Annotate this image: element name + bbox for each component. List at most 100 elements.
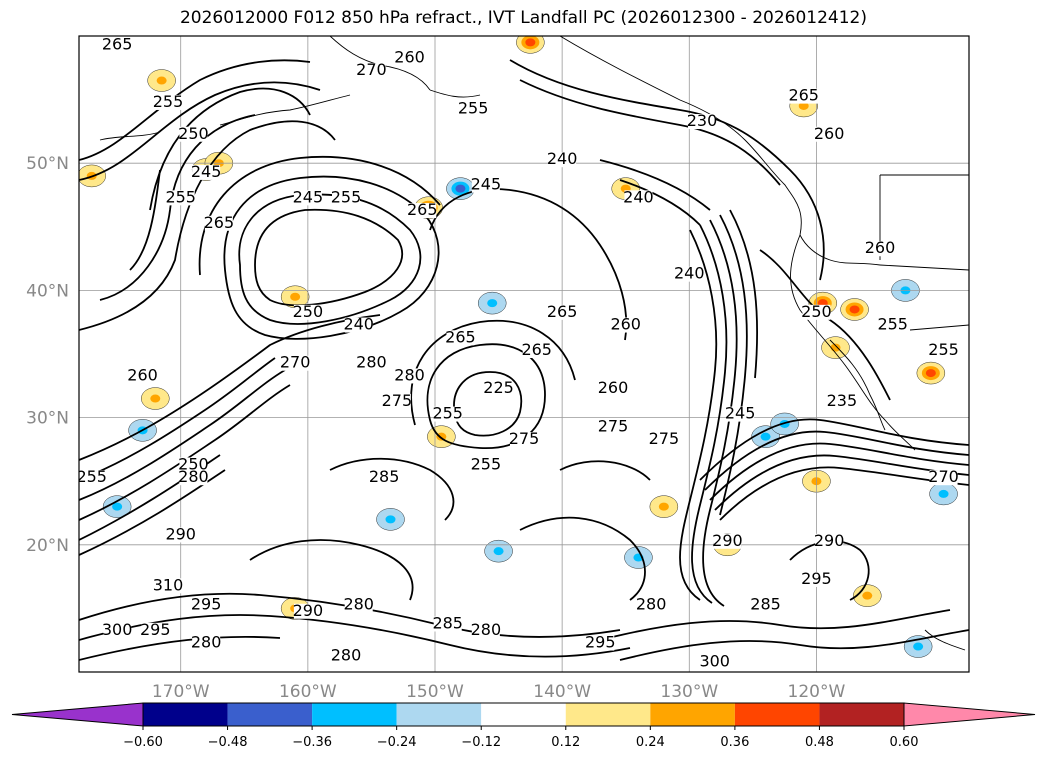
- contour-label-bg: [751, 597, 780, 613]
- contour-label-bg: [141, 622, 170, 638]
- contour-label: 260: [865, 238, 896, 257]
- contour-label-bg: [293, 603, 322, 619]
- contour-label: 290: [293, 601, 324, 620]
- contour-label: 295: [801, 569, 832, 588]
- contour-label-bg: [484, 381, 513, 397]
- contour-label-bg: [103, 37, 132, 53]
- contour-label-bg: [332, 648, 360, 664]
- contour-label-bg: [510, 432, 538, 448]
- contour-label-bg: [827, 393, 856, 409]
- contour-label-bg: [433, 406, 462, 422]
- colorbar-tick-label: 0.48: [805, 735, 834, 750]
- shaded-blob-core: [798, 101, 809, 110]
- colorbar-segment: [396, 703, 482, 726]
- contour-label-bg: [204, 215, 233, 231]
- contour-label: 265: [547, 302, 578, 321]
- contour-label: 280: [191, 633, 222, 652]
- lat-label: 50°N: [26, 154, 69, 174]
- contour-label: 295: [140, 620, 171, 639]
- contour-label-bg: [370, 470, 399, 486]
- contour-label: 270: [280, 353, 311, 372]
- shaded-blob-core: [849, 305, 860, 314]
- contour-label: 265: [204, 213, 235, 232]
- contour-label-bg: [599, 419, 627, 435]
- contour-label: 295: [585, 633, 616, 652]
- contour-label-bg: [179, 470, 208, 486]
- contour-label-bg: [79, 470, 106, 486]
- contour-label: 250: [801, 302, 832, 321]
- shaded-blob-core: [525, 38, 536, 47]
- shaded-blob-core: [290, 292, 301, 301]
- coastline: [99, 36, 969, 651]
- contour-label: 250: [178, 124, 209, 143]
- shaded-blob-core: [487, 299, 498, 308]
- contour-label-bg: [293, 304, 322, 320]
- contour-label-bg: [192, 164, 221, 180]
- contour-label: 280: [356, 353, 387, 372]
- lon-label: 150°W: [406, 682, 464, 702]
- contour-label-bg: [192, 597, 221, 613]
- contour-label-bg: [599, 381, 627, 397]
- contour-label: 280: [471, 620, 502, 639]
- contour-label-bg: [713, 533, 742, 549]
- contour-label: 295: [191, 594, 222, 613]
- contour-label-bg: [408, 203, 437, 219]
- contour-label-bg: [395, 368, 424, 384]
- contour-label-bg: [866, 241, 894, 257]
- contour-label: 255: [928, 340, 959, 359]
- contour-label-bg: [459, 101, 488, 117]
- contour-label: 275: [649, 429, 680, 448]
- lon-label: 140°W: [533, 682, 591, 702]
- contour-label: 280: [343, 594, 374, 613]
- contour-label-bg: [293, 190, 322, 206]
- contour-label: 265: [445, 327, 476, 346]
- colorbar-tick-label: −0.24: [377, 735, 417, 750]
- contour-label: 285: [750, 594, 781, 613]
- contour-label: 225: [483, 378, 514, 397]
- contour-label-bg: [586, 635, 615, 651]
- contour-label: 300: [102, 620, 133, 639]
- shaded-field-layer: [79, 36, 958, 658]
- contour-label: 280: [636, 594, 667, 613]
- shaded-blob-core: [862, 591, 873, 600]
- contour-label: 255: [877, 315, 908, 334]
- contour-label-bg: [624, 190, 653, 206]
- shaded-blob-core: [658, 502, 669, 511]
- contour-label-bg: [166, 190, 195, 206]
- colorbar-tick-label: −0.48: [208, 735, 248, 750]
- lon-label: 170°W: [152, 682, 210, 702]
- contour-label: 255: [165, 187, 196, 206]
- contour-label: 245: [191, 162, 222, 181]
- contour-label-bg: [103, 622, 132, 638]
- contour-label-bg: [815, 533, 844, 549]
- colorbar-tick-label: 0.12: [551, 735, 580, 750]
- contour-label-bg: [433, 616, 462, 632]
- colorbar-tick-label: 0.24: [636, 735, 665, 750]
- contour-label-bg: [128, 368, 157, 384]
- latitude-labels: 50°N 40°N 30°N 20°N: [26, 154, 69, 556]
- contour-label: 270: [928, 467, 959, 486]
- contour-label: 230: [687, 111, 718, 130]
- contour-label: 245: [471, 175, 502, 194]
- contour-label: 280: [394, 365, 425, 384]
- colorbar-tick-label: 0.36: [720, 735, 749, 750]
- shaded-blob-core: [760, 432, 771, 441]
- contour-label-bg: [344, 597, 373, 613]
- contour-label-bg: [471, 622, 500, 638]
- contour-label: 310: [153, 575, 184, 594]
- contour-label-bg: [688, 114, 716, 130]
- lon-label: 160°W: [279, 682, 337, 702]
- contour-label: 270: [356, 60, 387, 79]
- contour-label: 275: [598, 416, 629, 435]
- contour-label: 255: [76, 467, 107, 486]
- lat-label: 20°N: [26, 536, 69, 556]
- contour-label: 285: [369, 467, 400, 486]
- shaded-blob-core: [436, 432, 447, 441]
- contour-label: 300: [699, 652, 730, 671]
- contour-label: 275: [382, 391, 413, 410]
- contour-label-bg: [166, 527, 195, 543]
- contour-label-bg: [471, 457, 500, 473]
- contour-label: 245: [293, 187, 324, 206]
- contour-label: 265: [788, 86, 819, 105]
